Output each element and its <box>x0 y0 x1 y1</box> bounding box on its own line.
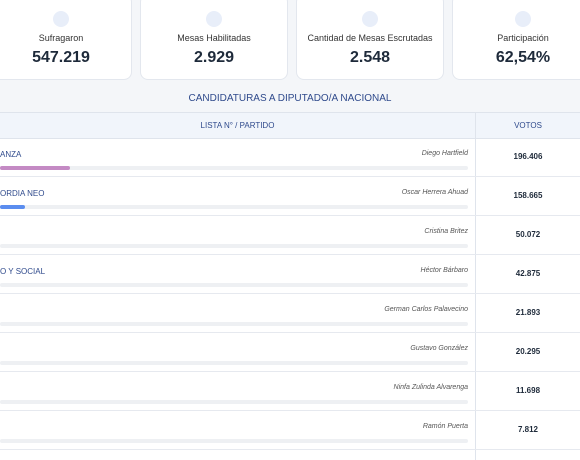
party-name: ORDIA NEO <box>0 189 45 198</box>
vote-count: 42.875 <box>515 269 541 278</box>
candidate-name: Cristina Britez <box>424 228 468 235</box>
progress-track <box>0 439 468 443</box>
result-row: Gustavo González 20.295 <box>0 333 580 372</box>
card-value: 62,54% <box>495 49 551 66</box>
candidate-name: Oscar Herrera Ahuad <box>401 189 468 196</box>
progress-track <box>0 400 468 404</box>
progress-track <box>0 166 468 170</box>
vote-count: 21.893 <box>515 308 541 317</box>
card-value: 547.219 <box>32 49 90 66</box>
header-votes: VOTOS <box>476 113 580 139</box>
card-value: 2.548 <box>349 49 391 66</box>
candidate-name: Ramón Puerta <box>422 423 468 430</box>
card-icon <box>515 11 531 27</box>
card-icon <box>53 11 69 27</box>
progress-track <box>0 322 468 326</box>
column-divider <box>475 113 476 460</box>
party-name: ANZA <box>0 150 22 159</box>
result-row: Ramón Puerta 7.812 <box>0 411 580 450</box>
candidate-name: Diego Hartfield <box>421 150 468 157</box>
progress-track <box>0 205 468 209</box>
progress-track <box>0 283 468 287</box>
card-label: Mesas Habilitadas <box>177 33 251 43</box>
result-row: German Carlos Palavecino 21.893 <box>0 294 580 333</box>
header-party: LISTA N° / PARTIDO <box>0 113 475 139</box>
card-label: Sufragaron <box>38 33 84 43</box>
progress-track <box>0 244 468 248</box>
vote-count: 50.072 <box>515 230 541 239</box>
party-name: O Y SOCIAL <box>0 267 46 276</box>
vote-count: 20.295 <box>515 347 541 356</box>
progress-fill <box>0 205 25 209</box>
vote-count: 196.406 <box>513 152 543 161</box>
candidate-name: Gustavo González <box>410 345 468 352</box>
result-row: Cristina Britez 50.072 <box>0 216 580 255</box>
card-value: 2.929 <box>193 49 235 66</box>
results-table: LISTA N° / PARTIDO VOTOS ANZA Diego Hartf… <box>0 112 580 460</box>
candidate-name: Héctor Bárbaro <box>420 267 468 274</box>
card-label: Cantidad de Mesas Escrutadas <box>307 33 433 43</box>
result-row: ORDIA NEO Oscar Herrera Ahuad 158.665 <box>0 177 580 216</box>
progress-fill <box>0 166 70 170</box>
result-row: O Y SOCIAL Héctor Bárbaro 42.875 <box>0 255 580 294</box>
vote-count: 11.698 <box>515 386 541 395</box>
card-label: Participación <box>497 33 549 43</box>
stat-card: Sufragaron 547.219 <box>0 0 132 80</box>
candidate-name: German Carlos Palavecino <box>384 306 468 313</box>
table-title: CANDIDATURAS A DIPUTADO/A NACIONAL <box>188 93 392 104</box>
stat-card: Cantidad de Mesas Escrutadas 2.548 <box>296 0 444 80</box>
vote-count: 158.665 <box>513 191 543 200</box>
card-icon <box>206 11 222 27</box>
candidate-name: Ninfa Zulinda Alvarenga <box>393 384 468 391</box>
card-icon <box>362 11 378 27</box>
stat-card: Participación 62,54% <box>452 0 580 80</box>
vote-count: 7.812 <box>517 425 539 434</box>
progress-track <box>0 361 468 365</box>
result-row: Ninfa Zulinda Alvarenga 11.698 <box>0 372 580 411</box>
stat-card: Mesas Habilitadas 2.929 <box>140 0 288 80</box>
result-row: ANZA Diego Hartfield 196.406 <box>0 138 580 177</box>
